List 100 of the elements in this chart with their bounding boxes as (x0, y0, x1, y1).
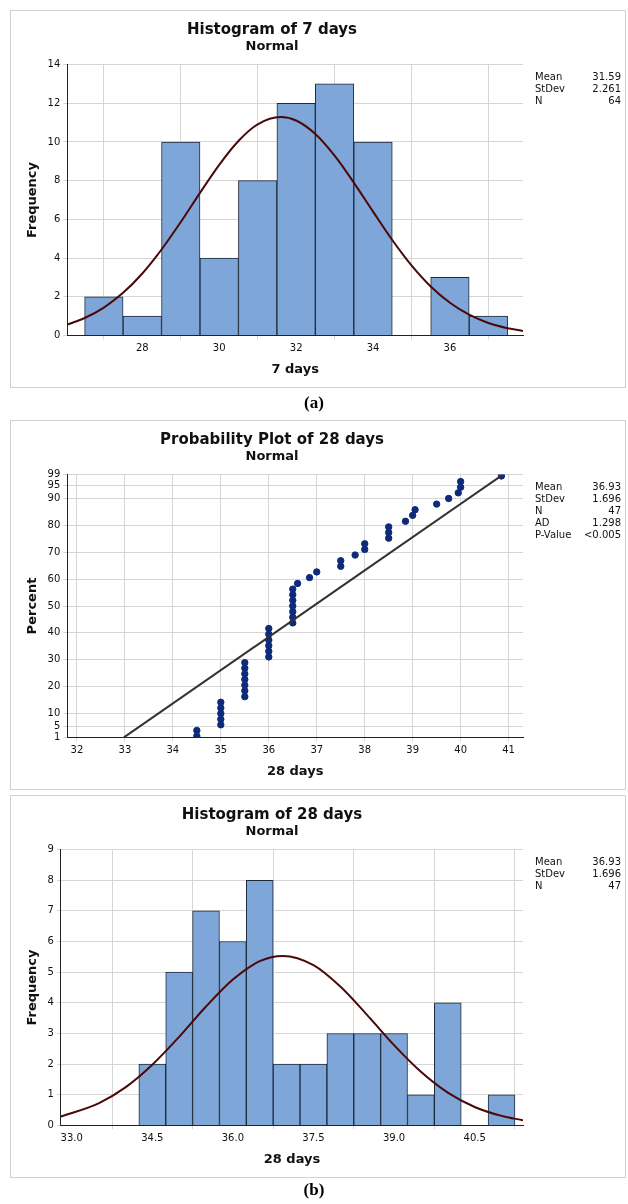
x-tick-label: 32 (289, 341, 303, 353)
x-tick-label: 35 (214, 743, 228, 755)
x-tick-label: 36 (262, 743, 276, 755)
point (337, 556, 345, 565)
text: N 64 (535, 95, 621, 106)
x-tick-label: 36.0 (221, 1131, 245, 1143)
point (305, 573, 314, 582)
y-tick-label: 60 (47, 572, 61, 584)
y-tick-label: 8 (53, 174, 61, 186)
point (241, 658, 249, 667)
point (361, 540, 369, 548)
x-tick-label: 37 (310, 743, 324, 755)
point (351, 551, 359, 559)
y-axis-title: Percent (24, 577, 40, 635)
y-tick-label: 3 (47, 1027, 54, 1039)
text: (b) (302, 1180, 326, 1200)
point (193, 726, 201, 735)
x-tick-label: 34 (366, 341, 380, 353)
point (241, 687, 249, 695)
text: N 47 (535, 880, 621, 891)
x-tick-label: 28 (135, 341, 149, 353)
chart-subtitle: Normal (245, 823, 299, 839)
x-tick-label: 36 (443, 341, 457, 353)
point (241, 670, 249, 678)
point (241, 664, 249, 672)
text: StDev 2.261 (535, 83, 621, 94)
y-tick-label: 7 (47, 904, 54, 916)
y-tick-label: 0 (53, 328, 61, 340)
y-tick-label: 50 (47, 599, 61, 611)
x-tick-label: 33 (118, 743, 132, 755)
point (293, 579, 302, 588)
y-tick-label: 10 (47, 135, 61, 147)
y-tick-label: 5 (47, 965, 54, 977)
point (385, 528, 393, 537)
point (265, 624, 273, 633)
point (217, 709, 225, 718)
y-tick-label: 12 (47, 96, 61, 108)
y-tick-label: 40 (47, 626, 61, 638)
text: (a) (303, 393, 325, 413)
point (313, 568, 321, 576)
x-tick-label: 33.0 (60, 1131, 83, 1143)
y-tick-label: 14 (47, 58, 61, 70)
point (337, 562, 345, 571)
point (217, 704, 225, 712)
y-tick-label: 95 (47, 478, 61, 490)
y-tick-label: 80 (47, 519, 61, 531)
y-tick-label: 0 (47, 1118, 54, 1130)
x-tick-label: 41 (502, 743, 515, 755)
y-tick-label: 20 (47, 680, 61, 692)
text: Mean 36.93 (535, 856, 621, 867)
point (444, 494, 453, 503)
point (241, 681, 249, 689)
x-tick-label: 39.0 (382, 1131, 406, 1143)
y-axis-title: Frequency (24, 948, 40, 1026)
line-series (60, 954, 523, 1122)
y-tick-label: 6 (47, 935, 54, 947)
y-tick-label: 5 (53, 720, 61, 732)
y-axis-title: Frequency (24, 161, 40, 239)
point (241, 675, 249, 684)
y-tick-label: 70 (47, 545, 61, 557)
x-tick-label: 34 (166, 743, 180, 755)
x-tick-label: 34.5 (141, 1131, 164, 1143)
point (401, 517, 410, 525)
chart-title: Histogram of 7 days (186, 19, 358, 38)
y-tick-label: 10 (47, 706, 61, 718)
y-tick-label: 30 (47, 653, 61, 665)
y-tick-label: 9 (47, 843, 54, 855)
point (217, 698, 225, 706)
x-tick-label: 37.5 (302, 1131, 325, 1143)
point (361, 545, 369, 554)
y-tick-label: 1 (47, 1088, 54, 1100)
point (265, 653, 273, 661)
point (241, 692, 249, 701)
text: Mean 36.93 (535, 481, 621, 492)
point (217, 715, 225, 723)
chart-subtitle: Normal (245, 448, 299, 464)
y-tick-label: 1 (53, 730, 61, 742)
text: AD 1.298 (535, 517, 621, 528)
point (408, 511, 417, 520)
text: StDev 1.696 (535, 868, 621, 879)
x-tick-label: 30 (212, 341, 226, 353)
y-tick-label: 8 (47, 873, 54, 885)
point (289, 596, 297, 605)
point (456, 483, 465, 491)
point (385, 534, 393, 542)
y-tick-label: 4 (47, 996, 54, 1008)
chart-subtitle: Normal (245, 38, 299, 54)
point (456, 477, 465, 486)
chart-title: Histogram of 28 days (181, 804, 363, 823)
point (432, 500, 441, 508)
point (454, 489, 462, 497)
text: StDev 1.696 (535, 493, 621, 504)
point (217, 721, 225, 729)
x-tick-label: 39 (406, 743, 420, 755)
x-tick-label: 38 (358, 743, 372, 755)
y-tick-label: 4 (53, 251, 61, 263)
text: N 47 (535, 505, 621, 516)
point (289, 607, 297, 616)
x-axis-title: 28 days (263, 1150, 321, 1166)
y-tick-label: 6 (53, 212, 61, 224)
